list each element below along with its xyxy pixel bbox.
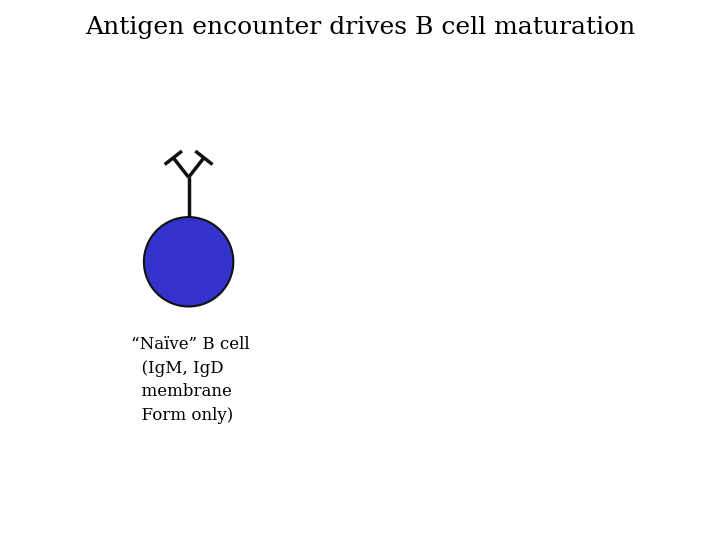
- Text: “Naïve” B cell
  (IgM, IgD
  membrane
  Form only): “Naïve” B cell (IgM, IgD membrane Form o…: [132, 336, 250, 424]
- Text: Antigen encounter drives B cell maturation: Antigen encounter drives B cell maturati…: [85, 16, 635, 39]
- Circle shape: [144, 217, 233, 307]
